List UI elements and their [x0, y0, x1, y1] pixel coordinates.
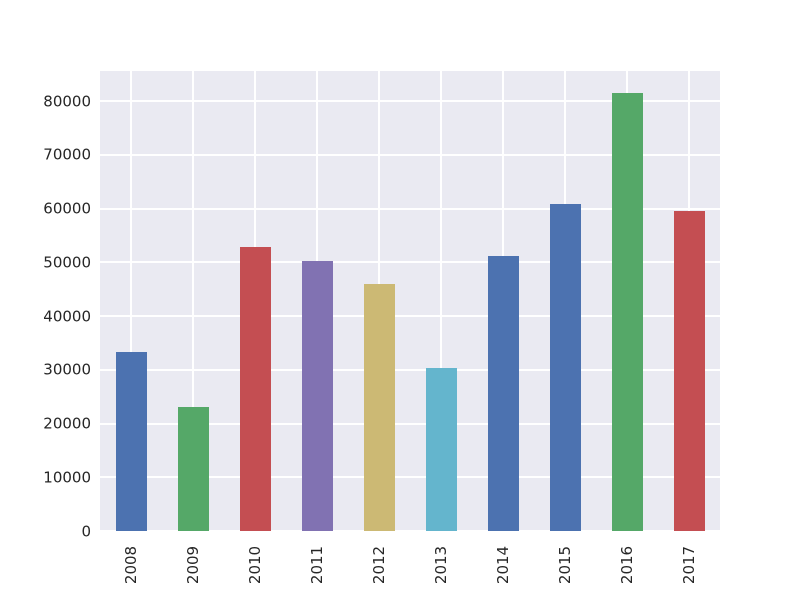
bar-2008 [115, 352, 147, 531]
y-tick-label: 80000 [43, 91, 91, 110]
plot-area [100, 71, 720, 532]
y-axis: 0 10000 20000 30000 40000 50000 60000 70000 8000… [0, 71, 91, 539]
gridline-y-10000 [100, 476, 720, 479]
y-tick-label: 70000 [43, 145, 91, 164]
gridline-y-40000 [100, 315, 720, 318]
x-tick-label: 2011 [308, 545, 326, 585]
bar-2015 [549, 204, 581, 531]
gridline-y-80000 [100, 100, 720, 103]
x-tick-label: 2014 [494, 545, 512, 585]
x-tick-label: 2013 [432, 545, 450, 585]
bar-2014 [487, 256, 519, 531]
gridline-y-60000 [100, 207, 720, 210]
gridline-x-2009 [192, 71, 194, 531]
y-tick-label: 40000 [43, 306, 91, 325]
bar-2009 [177, 406, 209, 531]
bar-2016 [611, 93, 643, 531]
x-axis: 2008 2009 2010 2011 2012 2013 2014 2015 2016 2017 [100, 531, 720, 600]
gridline-x-2013 [440, 71, 442, 531]
bar-2017 [673, 211, 705, 531]
y-tick-label: 10000 [43, 468, 91, 487]
x-tick-label: 2009 [184, 545, 202, 585]
x-tick-label: 2012 [370, 545, 388, 585]
x-tick-label: 2015 [556, 545, 574, 585]
y-tick-label: 30000 [43, 360, 91, 379]
bar-2010 [239, 247, 271, 531]
gridline-y-0 [100, 530, 720, 532]
gridline-y-30000 [100, 368, 720, 371]
x-tick-label: 2017 [680, 545, 698, 585]
y-tick-label: 0 [81, 521, 91, 540]
gridline-x-2008 [130, 71, 132, 531]
bar-2013 [425, 367, 457, 531]
y-tick-label: 50000 [43, 253, 91, 272]
y-tick-label: 60000 [43, 199, 91, 218]
gridline-y-70000 [100, 153, 720, 156]
gridline-y-20000 [100, 422, 720, 425]
x-tick-label: 2010 [246, 545, 264, 585]
x-tick-label: 2008 [122, 545, 140, 585]
gridline-y-50000 [100, 261, 720, 264]
bar-2012 [363, 283, 395, 531]
y-tick-label: 20000 [43, 414, 91, 433]
bar-2011 [301, 261, 333, 531]
x-tick-label: 2016 [618, 545, 636, 585]
